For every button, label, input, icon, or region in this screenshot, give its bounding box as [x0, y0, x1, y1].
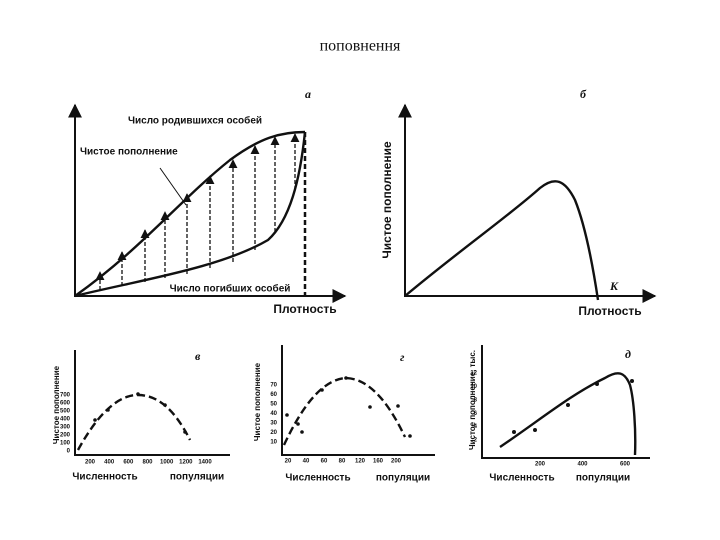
- y-tick-label: 400: [60, 417, 71, 423]
- net-curve: [404, 180, 600, 301]
- x-tick-label: 40: [303, 459, 310, 465]
- x-label: Численность: [72, 472, 137, 483]
- y-tick-label: 70: [270, 383, 277, 389]
- panel-b: б Чистое пополнение K Плотность: [380, 87, 657, 318]
- points: [512, 379, 634, 434]
- x-tick-label: 200: [85, 460, 96, 466]
- y-label: Чистое пополнение: [253, 362, 262, 441]
- y-tick-label: 0: [67, 449, 71, 455]
- net-label: Чистое пополнение: [80, 147, 178, 158]
- x-tick-label: 1400: [198, 460, 212, 466]
- panel-letter: а: [305, 87, 311, 101]
- x-tick-label: 60: [321, 459, 328, 465]
- axes: [398, 103, 657, 303]
- panel-a: а Число родившихся особей Чистое пополне…: [68, 87, 347, 316]
- x-tick-label: 80: [339, 459, 346, 465]
- y-tick-label: 8: [474, 397, 478, 403]
- x-label: Численность: [285, 473, 350, 484]
- y-tick-label: 50: [270, 402, 277, 408]
- panel-d: д Чистое пополнение, тыс. Численность по…: [468, 345, 650, 484]
- y-tick-label: 60: [270, 392, 277, 398]
- x-label: Численность: [489, 473, 554, 484]
- death-curve: [74, 131, 307, 298]
- x-tick-label: 200: [391, 459, 402, 465]
- panel-letter: б: [580, 87, 587, 101]
- pointer: [159, 167, 187, 206]
- y-tick-label: 6: [474, 411, 478, 417]
- panel-v: в Чистое пополнение Численность популяци…: [52, 349, 230, 483]
- y-tick-label: 300: [60, 425, 71, 431]
- x-tick-label: 160: [373, 459, 384, 465]
- y-label: Чистое пополнение: [380, 141, 394, 259]
- points: [93, 392, 187, 434]
- y-tick-label: 10: [470, 384, 477, 390]
- y-label: Чистое пополнение: [52, 365, 61, 444]
- x-tick-label: 600: [123, 460, 134, 466]
- x-label: Плотность: [578, 304, 641, 318]
- x-tick-label: 200: [535, 462, 546, 468]
- y-tick-label: 500: [60, 409, 71, 415]
- panel-letter: в: [195, 349, 201, 363]
- x-tick-label: 1200: [179, 460, 193, 466]
- y-tick-label: 2: [474, 438, 478, 444]
- x-label: популяции: [576, 473, 630, 484]
- y-tick-label: 10: [270, 440, 277, 446]
- x-tick-label: 20: [285, 459, 292, 465]
- death-label: Число погибших особей: [170, 283, 291, 295]
- y-tick-label: 40: [270, 411, 277, 417]
- y-tick-label: 100: [60, 441, 71, 447]
- y-tick-label: 12: [470, 371, 477, 377]
- y-tick-label: 4: [474, 424, 478, 430]
- y-tick-label: 700: [60, 393, 71, 399]
- x-label: Плотность: [273, 302, 336, 316]
- y-tick-label: 600: [60, 401, 71, 407]
- x-label: популяции: [376, 473, 430, 484]
- points: [285, 376, 412, 438]
- x-label: популяции: [170, 472, 224, 483]
- x-tick-label: 120: [355, 459, 366, 465]
- y-tick-label: 20: [270, 430, 277, 436]
- y-tick-label: 30: [270, 421, 277, 427]
- x-tick-label: 1000: [160, 460, 174, 466]
- curve: [282, 376, 407, 446]
- k-label: K: [609, 279, 619, 293]
- curve: [499, 372, 637, 456]
- y-tick-label: 200: [60, 433, 71, 439]
- y-label: Чистое пополнение, тыс.: [468, 350, 477, 450]
- x-tick-label: 400: [104, 460, 115, 466]
- axes: [281, 345, 435, 456]
- panel-letter: д: [625, 347, 631, 361]
- axes: [74, 350, 230, 456]
- panel-letter: г: [400, 350, 405, 364]
- x-tick-label: 800: [142, 460, 153, 466]
- x-tick-label: 600: [620, 462, 631, 468]
- net-arrows: [95, 133, 300, 290]
- panel-g: г Чистое пополнение Численность популяци…: [253, 345, 435, 484]
- x-tick-label: 400: [577, 462, 588, 468]
- curve: [76, 393, 192, 451]
- birth-label: Число родившихся особей: [128, 115, 262, 127]
- slide-title: поповнення: [320, 38, 401, 55]
- axes: [481, 345, 650, 459]
